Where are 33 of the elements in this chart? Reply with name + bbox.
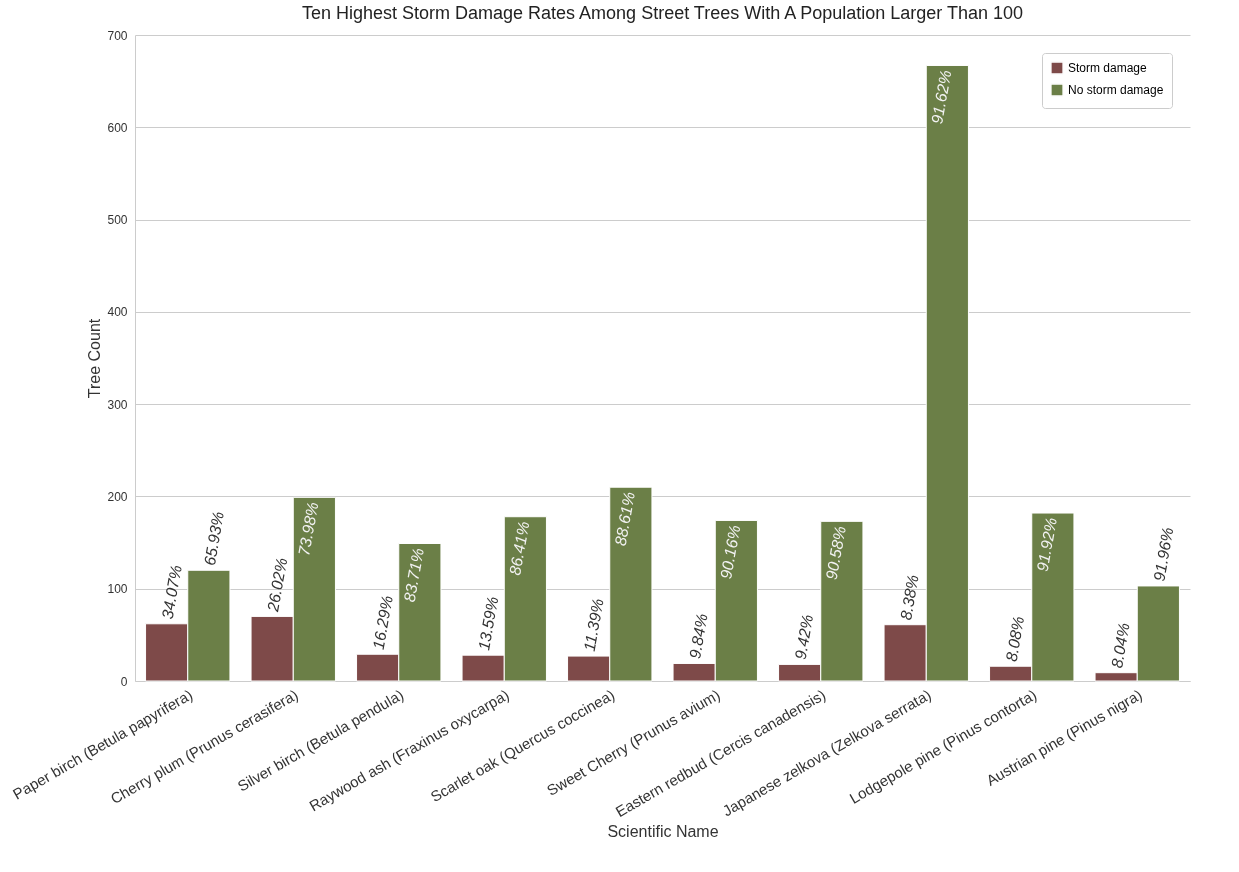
annotation: 8.08% — [1002, 615, 1028, 663]
annotation: 9.84% — [686, 612, 711, 660]
annotation: 34.07% — [158, 563, 185, 621]
y-tick-label: 700 — [107, 28, 128, 43]
legend-label: Storm damage — [1068, 61, 1148, 75]
annotation: 90.16% — [717, 523, 744, 581]
annotation: 16.29% — [369, 594, 396, 651]
annotation: 8.38% — [897, 573, 922, 622]
x-axis-title: Scientific Name — [607, 823, 719, 841]
annotation: 26.02% — [263, 556, 291, 614]
y-tick-label: 500 — [107, 213, 128, 228]
y-tick-label: 300 — [107, 397, 128, 412]
annotation: 88.61% — [611, 490, 638, 547]
legend-label: No storm damage — [1068, 83, 1164, 97]
y-axis-title: Tree Count — [86, 318, 104, 399]
y-tick-label: 400 — [107, 305, 128, 320]
annotation: 91.92% — [1033, 516, 1060, 573]
annotation: 86.41% — [506, 520, 533, 577]
y-tick-label: 600 — [107, 120, 128, 135]
annotation: 83.71% — [400, 546, 427, 604]
y-tick-label: 100 — [107, 582, 128, 597]
annotation: 11.39% — [580, 597, 607, 653]
chart-title: Ten Highest Storm Damage Rates Among Street Trees With A Population Larger Than 100 — [301, 3, 1024, 23]
annotation: 91.96% — [1150, 526, 1177, 583]
y-tick-label: 0 — [120, 674, 128, 689]
annotation: 73.98% — [295, 500, 322, 558]
annotation: 8.04% — [1108, 621, 1133, 670]
annotation: 90.58% — [822, 524, 849, 582]
annotation: 65.93% — [200, 510, 228, 567]
y-tick-label: 200 — [107, 489, 128, 504]
annotation: 13.59% — [475, 595, 502, 652]
annotation: 91.62% — [928, 68, 955, 126]
annotation: 9.42% — [791, 613, 817, 661]
